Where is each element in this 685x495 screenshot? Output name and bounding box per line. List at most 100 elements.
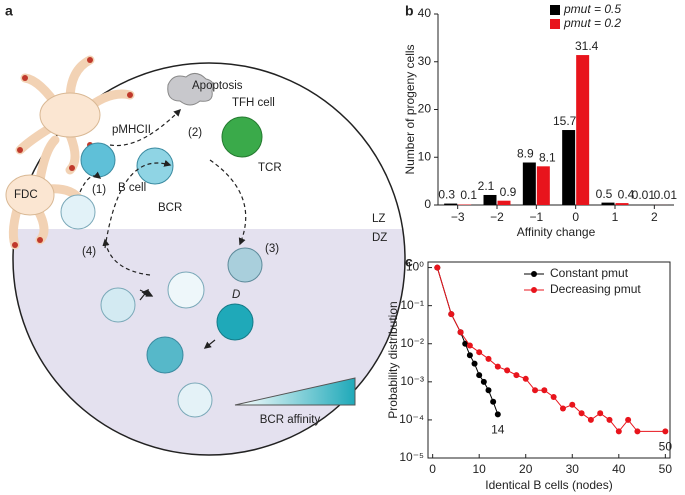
point	[485, 387, 492, 394]
point	[606, 416, 613, 423]
label: BCR	[158, 202, 182, 214]
x-tick-label: 0	[572, 210, 579, 224]
point	[541, 387, 548, 394]
point	[485, 355, 492, 362]
point	[615, 428, 622, 435]
annotation: 14	[491, 423, 505, 437]
y-tick-label: 10⁻²	[400, 336, 424, 350]
point	[625, 416, 632, 423]
apoptotic-cell	[167, 73, 214, 106]
bar	[615, 203, 629, 205]
b-cell	[136, 147, 174, 185]
y-tick-label: 10⁻⁵	[399, 450, 424, 464]
label: LZ	[372, 213, 385, 225]
bar	[576, 55, 590, 205]
value-label: 0.01	[654, 188, 678, 202]
point	[513, 372, 520, 379]
label: D	[232, 289, 240, 301]
b-cell	[80, 142, 116, 178]
point	[448, 311, 455, 318]
dark-zone	[13, 229, 405, 455]
point	[494, 411, 501, 418]
division-arrows	[139, 288, 216, 349]
plot-frame	[427, 261, 671, 459]
label: BCR affinity	[260, 414, 321, 426]
b-cell	[100, 287, 136, 323]
x-tick-label: 20	[519, 462, 533, 476]
point	[476, 372, 483, 379]
label: B cell	[118, 182, 146, 194]
point	[550, 393, 557, 400]
x-tick-label: −3	[451, 210, 465, 224]
x-tick-label: 2	[651, 210, 658, 224]
point	[466, 352, 473, 359]
point	[522, 375, 529, 382]
label: Apoptosis	[192, 80, 243, 92]
label: pMHCII	[112, 124, 151, 136]
legend-marker	[531, 287, 537, 293]
y-tick-label: 10⁰	[406, 260, 424, 274]
annotation: 50	[659, 440, 673, 454]
bar	[536, 166, 550, 205]
y-axis-label: Probability distribution	[386, 301, 400, 418]
bar	[522, 162, 536, 205]
label: (1)	[92, 184, 106, 196]
legend-marker	[531, 271, 537, 277]
label: TCR	[258, 162, 282, 174]
value-label: 15.7	[553, 114, 577, 128]
b-cell	[227, 247, 263, 283]
label: (4)	[82, 246, 96, 258]
fdc-cell	[39, 92, 101, 138]
point	[490, 398, 497, 405]
y-tick-label: 40	[418, 6, 432, 20]
x-tick-label: 0	[429, 462, 436, 476]
bar	[444, 203, 458, 205]
point	[504, 367, 511, 374]
bar	[483, 194, 497, 205]
y-tick-label: 10	[418, 149, 432, 163]
gc-outline	[12, 62, 406, 456]
legend-label: pmut = 0.5	[563, 2, 621, 16]
x-tick-label: 1	[612, 210, 619, 224]
value-label: 0.1	[460, 188, 477, 202]
y-tick-label: 10⁻³	[400, 374, 424, 388]
bar	[562, 130, 576, 205]
fdc-cell	[5, 174, 55, 216]
legend-label: pmut = 0.2	[563, 16, 621, 30]
point	[434, 264, 441, 271]
x-axis-label: Affinity change	[517, 225, 596, 239]
legend-swatch	[550, 5, 560, 15]
x-tick-label: 10	[473, 462, 487, 476]
point	[578, 410, 585, 417]
legend-label: Constant pmut	[550, 266, 629, 280]
point	[532, 387, 539, 394]
affinity-triangle	[234, 377, 356, 406]
y-tick-label: 20	[418, 102, 432, 116]
value-label: 0.4	[618, 187, 635, 201]
label: (2)	[188, 127, 202, 139]
x-tick-label: −2	[490, 210, 504, 224]
point	[662, 428, 669, 435]
panel-label: b	[405, 3, 414, 19]
b-cell	[177, 382, 213, 418]
label: FDC	[14, 189, 38, 201]
x-axis-label: Identical B cells (nodes)	[485, 478, 612, 492]
point	[587, 416, 594, 423]
cycle-arrows	[79, 108, 247, 276]
point	[569, 401, 576, 408]
point	[559, 405, 566, 412]
x-tick-label: −1	[529, 210, 543, 224]
x-tick-label: 30	[566, 462, 580, 476]
b-cell	[60, 194, 96, 230]
point	[476, 349, 483, 356]
y-tick-label: 10⁻⁴	[399, 412, 424, 426]
y-tick-label: 30	[418, 54, 432, 68]
point	[462, 340, 469, 347]
point	[466, 342, 473, 349]
legend-label: Decreasing pmut	[550, 282, 641, 296]
point	[494, 363, 501, 370]
b-cell	[216, 303, 254, 341]
x-tick-label: 50	[659, 462, 673, 476]
b-cell	[146, 336, 184, 374]
